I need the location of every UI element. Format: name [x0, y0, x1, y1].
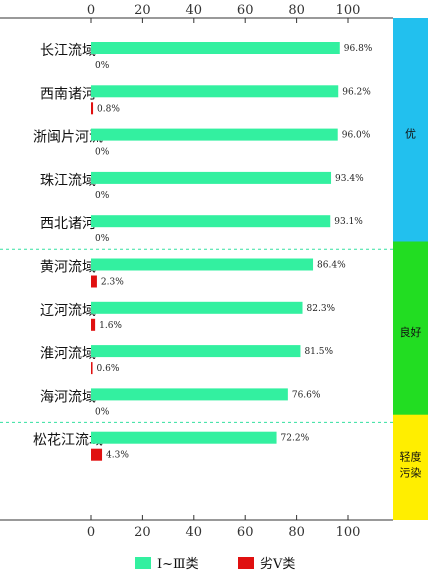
bar-good	[91, 345, 301, 358]
bar-bad	[91, 362, 93, 375]
bar-good-value-label: 82.3%	[307, 304, 336, 314]
bar-good-value-label: 93.1%	[334, 217, 363, 227]
bar-bad-value-label: 0.8%	[97, 104, 120, 114]
top-tick-label: 40	[186, 3, 203, 18]
top-tick-label: 60	[237, 3, 254, 18]
bar-good	[91, 85, 339, 98]
bottom-tick-label: 100	[336, 525, 361, 540]
band-2	[393, 414, 428, 520]
bottom-tick-label: 0	[87, 525, 95, 540]
band-label: 污染	[400, 465, 422, 479]
category-label: 松花江流域	[33, 433, 103, 449]
bar-bad-value-label: 2.3%	[101, 278, 124, 288]
bar-bad-value-label: 0%	[95, 148, 110, 158]
top-tick-label: 20	[134, 3, 151, 18]
category-label: 海河流域	[40, 389, 96, 405]
bar-bad-value-label: 0%	[95, 61, 110, 71]
bar-bad-value-label: 4.3%	[106, 451, 129, 461]
bottom-tick-label: 40	[186, 525, 203, 540]
category-label: 浙闽片河流	[33, 130, 103, 146]
legend-label-good: Ⅰ~Ⅲ类	[157, 557, 199, 572]
bar-good	[91, 388, 288, 401]
band-label: 轻度	[400, 449, 422, 463]
category-label: 长江流域	[40, 43, 96, 59]
bar-good-value-label: 93.4%	[335, 174, 364, 184]
bar-good-value-label: 72.2%	[281, 434, 310, 444]
bottom-tick-label: 80	[288, 525, 305, 540]
bar-good-value-label: 96.0%	[342, 131, 371, 141]
bar-bad-value-label: 0%	[95, 407, 110, 417]
bottom-tick-label: 20	[134, 525, 151, 540]
band-0	[393, 18, 428, 250]
band-label: 优	[405, 128, 416, 141]
legend-swatch-bad	[238, 557, 254, 569]
bar-bad-value-label: 0.6%	[97, 364, 120, 374]
category-label: 珠江流域	[40, 173, 96, 189]
category-label: 西南诸河	[40, 86, 96, 102]
top-tick-label: 80	[288, 3, 305, 18]
category-label: 西北诸河	[40, 216, 96, 232]
bar-bad	[91, 102, 94, 115]
bar-good-value-label: 81.5%	[304, 347, 333, 357]
bar-good	[91, 258, 314, 271]
category-label: 黄河流域	[40, 259, 96, 276]
top-tick-label: 100	[336, 3, 361, 18]
bar-bad	[91, 318, 96, 331]
bar-good-value-label: 86.4%	[317, 261, 346, 271]
bar-good-value-label: 96.8%	[344, 44, 373, 54]
bar-good-value-label: 76.6%	[292, 390, 321, 400]
band-label: 良好	[400, 325, 422, 339]
category-label: 淮河流域	[40, 346, 96, 362]
legend-label-bad: 劣Ⅴ类	[260, 557, 295, 572]
top-tick-label: 0	[87, 3, 95, 18]
category-label: 辽河流域	[40, 303, 96, 319]
bar-bad-value-label: 0%	[95, 191, 110, 201]
bar-good-value-label: 96.2%	[342, 87, 371, 97]
bar-bad	[91, 275, 97, 288]
bar-good	[91, 171, 332, 184]
bar-good	[91, 42, 340, 54]
bar-bad-value-label: 1.6%	[99, 321, 122, 331]
bar-good	[91, 301, 303, 314]
bar-good	[91, 215, 331, 228]
bar-good	[91, 128, 338, 141]
bar-bad-value-label: 0%	[95, 234, 110, 244]
bar-good	[91, 431, 277, 444]
legend-swatch-good	[135, 557, 151, 569]
bottom-tick-label: 60	[237, 525, 254, 540]
bar-bad	[91, 448, 103, 461]
band-1	[393, 241, 428, 423]
